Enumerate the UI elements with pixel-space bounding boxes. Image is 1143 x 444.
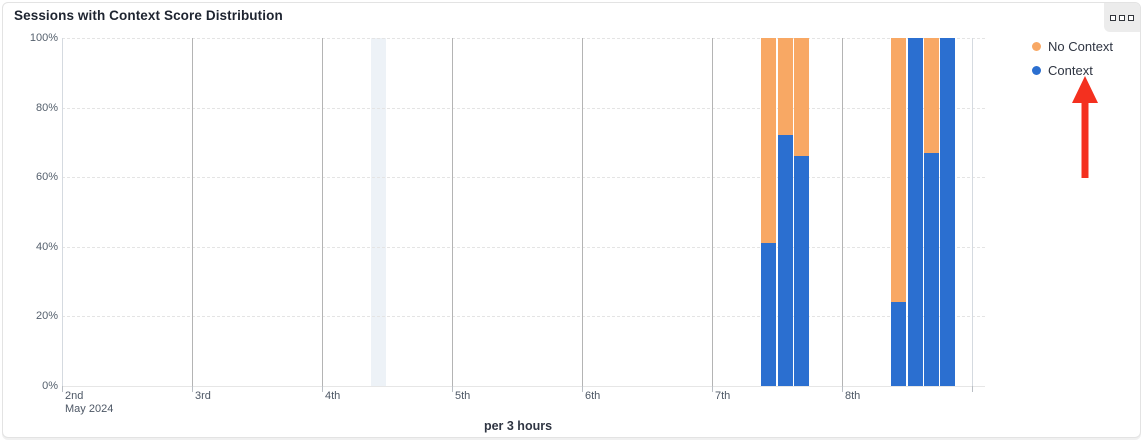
chart-legend: No Context Context: [1032, 38, 1113, 86]
x-axis-tick-label: 3rd: [195, 390, 211, 402]
legend-label: No Context: [1048, 38, 1114, 54]
y-axis-tick-label: 40%: [35, 240, 58, 253]
x-axis-footer-label: per 3 hours: [483, 419, 553, 433]
y-axis-tick-label: 100%: [29, 32, 58, 44]
bar-segment-context[interactable]: [761, 243, 777, 386]
y-axis-tick-label: 20%: [35, 310, 58, 323]
bar-segment-no-context[interactable]: [793, 38, 809, 157]
y-gridline: [62, 246, 985, 248]
day-gridline: [192, 38, 193, 386]
y-gridline: [62, 107, 985, 109]
y-axis-tick-label: 60%: [35, 171, 58, 184]
x-axis-tick: [842, 386, 843, 392]
x-axis-tick: [582, 386, 583, 392]
day-gridline: [842, 38, 843, 386]
y-gridline: [62, 38, 985, 39]
bar-segment-no-context[interactable]: [891, 38, 907, 303]
x-axis-tick-label: 4th: [325, 390, 341, 402]
bar-segment-context[interactable]: [777, 135, 793, 386]
y-gridline: [62, 177, 985, 179]
day-gridline: [322, 38, 323, 386]
bar-segment-context[interactable]: [793, 156, 809, 386]
bar-segment-context[interactable]: [940, 38, 956, 386]
bar-segment-context[interactable]: [907, 38, 923, 386]
x-axis-tick-label: 7th: [715, 390, 731, 402]
y-gridline: [62, 386, 985, 387]
x-axis-tick: [62, 386, 63, 392]
grid-squares-menu-icon: [1128, 14, 1134, 21]
bar-segment-no-context[interactable]: [761, 38, 777, 244]
context-dot-icon: [1032, 65, 1041, 75]
y-axis-tick-label: 80%: [35, 101, 58, 114]
bar-segment-context[interactable]: [891, 302, 907, 386]
bar-segment-no-context[interactable]: [777, 38, 793, 136]
x-axis-tick: [452, 386, 453, 392]
x-axis-tick-label: 8th: [845, 390, 861, 402]
legend-item-no-context[interactable]: No Context: [1032, 38, 1113, 54]
widget-menu-button[interactable]: [1104, 3, 1140, 32]
legend-item-context[interactable]: Context: [1032, 62, 1113, 78]
legend-label: Context: [1048, 62, 1093, 78]
highlight-band: [371, 38, 387, 386]
x-axis-tick: [712, 386, 713, 392]
x-axis-tick-label: 5th: [455, 390, 471, 402]
day-gridline: [712, 38, 713, 386]
x-axis-tick: [192, 386, 193, 392]
day-gridline: [972, 38, 973, 386]
annotation-arrow-icon: [1068, 74, 1102, 178]
bar-segment-context[interactable]: [923, 152, 939, 386]
y-gridline: [62, 316, 985, 318]
grid-squares-menu-icon: [1110, 14, 1116, 21]
day-gridline: [582, 38, 583, 386]
no-context-dot-icon: [1032, 41, 1041, 51]
x-axis-tick: [322, 386, 323, 392]
bar-segment-no-context[interactable]: [923, 38, 939, 153]
x-axis-tick-label: 2nd May 2024: [65, 390, 114, 415]
y-axis-tick-label: 0%: [42, 380, 58, 392]
day-gridline: [62, 38, 63, 386]
grid-squares-menu-icon: [1119, 14, 1125, 21]
chart-title: Sessions with Context Score Distribution: [14, 8, 283, 23]
x-axis-tick: [972, 386, 973, 392]
day-gridline: [452, 38, 453, 386]
x-axis-tick-label: 6th: [585, 390, 601, 402]
